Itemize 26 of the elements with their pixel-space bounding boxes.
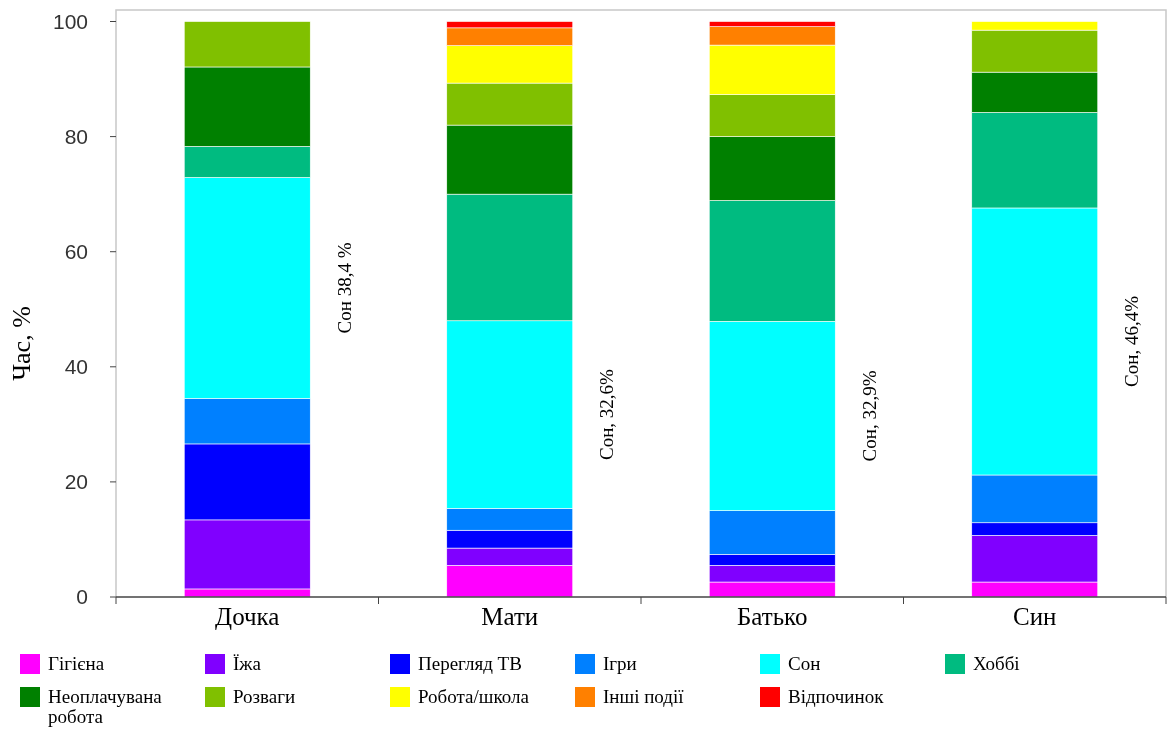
- y-tick-label: 0: [76, 585, 88, 609]
- legend-label: Відпочинок: [788, 686, 885, 707]
- legend-label: Сон: [788, 653, 821, 674]
- legend-label: Ігри: [603, 653, 637, 674]
- x-tick-label: Син: [1013, 603, 1057, 630]
- legend-label: Неоплачувана робота: [48, 686, 163, 727]
- x-tick-label: Мати: [481, 603, 539, 630]
- legend-label: Інші події: [603, 686, 685, 707]
- annotation: Сон, 32,6%: [596, 368, 618, 461]
- y-tick-label: 80: [64, 124, 88, 148]
- y-tick-label: 100: [52, 9, 88, 33]
- x-tick-label: Батько: [736, 603, 808, 630]
- y-tick-label: 20: [64, 470, 88, 494]
- legend-label: Розваги: [233, 686, 296, 707]
- legend-label: Робота/школа: [418, 686, 530, 707]
- legend-label: Перегляд ТВ: [418, 653, 522, 674]
- annotation: Сон 38,4 %: [333, 242, 355, 334]
- annotation: Сон, 46,4%: [1121, 295, 1143, 387]
- legend-label: Їжа: [233, 653, 262, 674]
- annotation: Сон, 32,9%: [858, 370, 880, 462]
- y-tick-label: 40: [64, 355, 88, 379]
- x-tick-label: Дочка: [215, 603, 280, 630]
- legend-label: Гігієна: [48, 653, 105, 674]
- y-tick-label: 60: [64, 240, 88, 264]
- legend-label: Хоббі: [973, 653, 1020, 674]
- y-axis-title: Час, %: [7, 306, 36, 381]
